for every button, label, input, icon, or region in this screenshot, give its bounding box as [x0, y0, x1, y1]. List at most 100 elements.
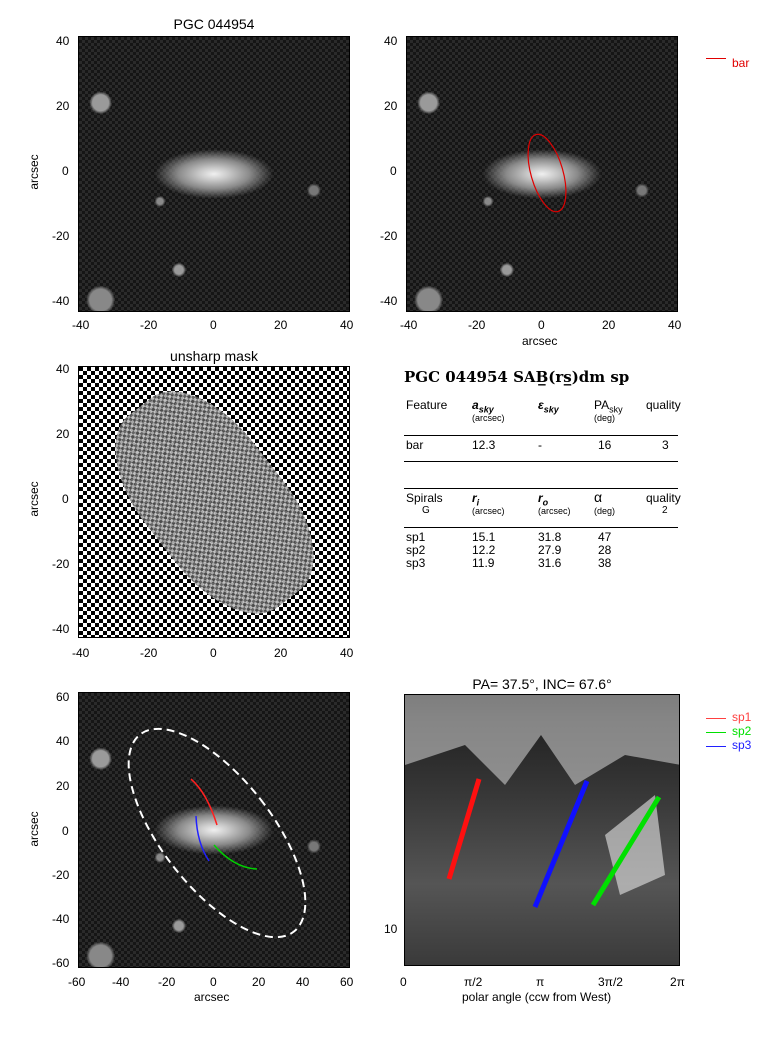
- legend-label-sp1: sp1: [732, 710, 752, 724]
- tick: -40: [72, 318, 90, 332]
- tick: 0: [210, 975, 217, 989]
- galaxy-classification-heading: PGC 044954 SAB̲(rs̲)dm sp: [404, 368, 630, 386]
- legend-label-sp3: sp3: [732, 738, 752, 752]
- spiral-header-ro-sub: o: [542, 497, 549, 508]
- spiral-row-ro: 27.9: [538, 543, 562, 557]
- bar-header-pa-sym: PA: [594, 398, 610, 412]
- bright-region: [405, 695, 679, 785]
- spiral-header-ri: ri: [472, 491, 479, 507]
- bar-header-feature: Feature: [406, 398, 448, 412]
- spiral-row-alpha: 38: [598, 556, 612, 570]
- legend-line-sp3: [706, 746, 726, 747]
- tick: -60: [52, 956, 70, 970]
- tick: -20: [52, 868, 70, 882]
- tick: 40: [56, 734, 70, 748]
- tick: 40: [340, 318, 354, 332]
- legend-line-sp2: [706, 732, 726, 733]
- unsharp-galaxy-structure: [86, 367, 342, 637]
- bar-header-a-unit: (arcsec): [472, 413, 505, 423]
- tick: 20: [274, 646, 288, 660]
- tick: -20: [140, 646, 158, 660]
- spiral-header-quality: quality: [646, 491, 681, 505]
- tick: 40: [296, 975, 310, 989]
- bar-row-feature: bar: [406, 438, 424, 452]
- spiral-row-name: sp2: [406, 543, 426, 557]
- bar-ellipse-overlay: [527, 133, 567, 213]
- polar-log-map: [404, 694, 680, 966]
- spiral-overlay: [127, 727, 307, 939]
- tick: -40: [112, 975, 130, 989]
- spiral-arm-sp3: [195, 815, 210, 862]
- spiral-row-ro: 31.6: [538, 556, 562, 570]
- panel1-ylabel: arcsec: [27, 154, 41, 190]
- bar-header-a-sym: a: [472, 398, 479, 412]
- tick: -20: [52, 229, 70, 243]
- spiral-trace-sp1: [446, 778, 482, 880]
- spiral-row-ri: 11.9: [472, 556, 495, 570]
- tick: 20: [56, 779, 70, 793]
- tick: 0: [538, 318, 545, 332]
- spiral-row-alpha: 28: [598, 543, 612, 557]
- spiral-row-ro: 31.8: [538, 530, 562, 544]
- bar-header-eps-sym: ε: [538, 398, 544, 412]
- spiral-header-ro-sym: r: [538, 491, 543, 505]
- panel5-title: PA= 37.5°, INC= 67.6°: [472, 676, 612, 692]
- tick: 0: [400, 975, 407, 989]
- legend-line-sp1: [706, 718, 726, 719]
- tick: 0: [210, 318, 217, 332]
- spiral-row-ri: 12.2: [472, 543, 496, 557]
- spiral-header-spirals-sub: G: [422, 505, 430, 516]
- divider: [404, 435, 678, 436]
- spiral-trace-sp3: [532, 780, 590, 908]
- tick: 40: [56, 34, 70, 48]
- bar-header-a: asky: [472, 398, 494, 414]
- tick: -40: [52, 294, 70, 308]
- bar-row-eps: -: [538, 438, 542, 452]
- tick: -60: [68, 975, 86, 989]
- panel3-title: unsharp mask: [170, 348, 258, 364]
- spiral-header-quality-val: 2: [662, 505, 668, 516]
- spiral-trace-sp2: [590, 795, 662, 907]
- tick: -40: [52, 622, 70, 636]
- deprojection-ellipse: [127, 727, 307, 939]
- tick: 2π: [670, 975, 685, 989]
- bar-row-pa: 16: [598, 438, 612, 452]
- bar-header-pa: PAsky: [594, 398, 623, 414]
- bar-row-a: 12.3: [472, 438, 496, 452]
- divider: [404, 527, 678, 528]
- bar-header-a-sub: sky: [478, 404, 494, 415]
- spiral-header-ro: ro: [538, 491, 548, 507]
- legend-label-bar: bar: [732, 56, 750, 70]
- tick: 60: [340, 975, 354, 989]
- tick: 40: [384, 34, 398, 48]
- tick: 0: [390, 164, 397, 178]
- unsharp-mask-image: [78, 366, 350, 638]
- bar-header-pa-sub: sky: [609, 404, 623, 415]
- tick: 20: [56, 427, 70, 441]
- tick: -40: [400, 318, 418, 332]
- tick: -20: [158, 975, 176, 989]
- spiral-row-ri: 15.1: [472, 530, 496, 544]
- divider: [404, 488, 678, 489]
- tick: 40: [340, 646, 354, 660]
- tick: 20: [56, 99, 70, 113]
- spiral-header-ri-unit: (arcsec): [472, 506, 505, 516]
- tick: 40: [56, 362, 70, 376]
- spiral-header-ro-unit: (arcsec): [538, 506, 571, 516]
- bar-header-eps-sub: sky: [543, 404, 559, 415]
- spiral-arm-sp2: [213, 844, 258, 870]
- tick: 0: [62, 824, 69, 838]
- tick: 60: [56, 690, 70, 704]
- spiral-header-ri-sym: r: [472, 491, 477, 505]
- tick: 20: [274, 318, 288, 332]
- polar-map-overlay: [405, 695, 679, 908]
- spiral-row-alpha: 47: [598, 530, 612, 544]
- bright-region: [605, 795, 665, 895]
- galaxy-image-with-bar: [406, 36, 678, 312]
- spiral-header-ri-sub: i: [476, 497, 480, 508]
- panel3-ylabel: arcsec: [27, 481, 41, 517]
- tick: -20: [380, 229, 398, 243]
- tick: π: [536, 975, 545, 989]
- tick: π/2: [464, 975, 483, 989]
- tick: 20: [252, 975, 266, 989]
